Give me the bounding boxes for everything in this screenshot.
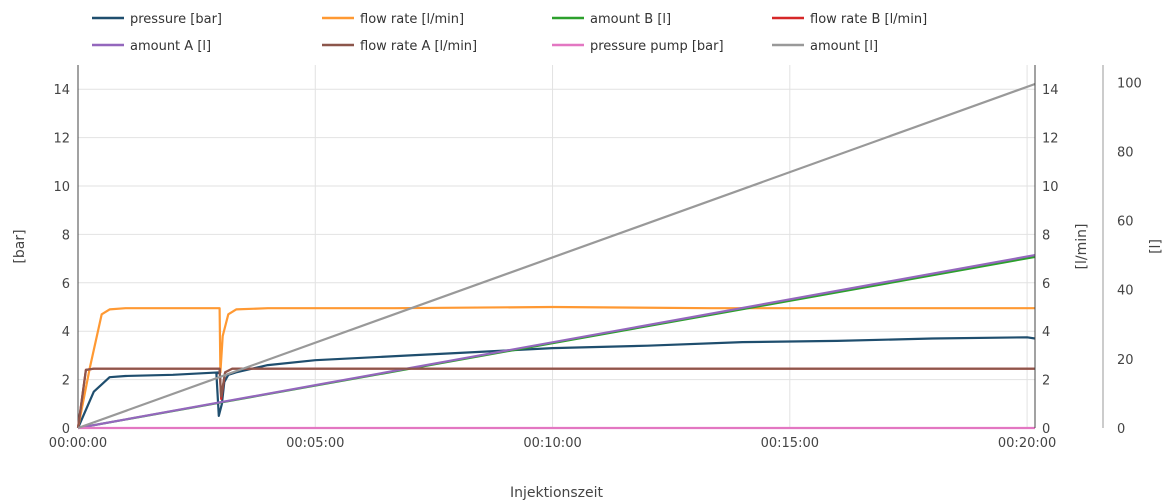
legend-item[interactable]: pressure pump [bar]: [552, 39, 724, 54]
y-left-tick-label: 12: [53, 132, 70, 147]
grid-lines: [77, 65, 1035, 429]
y-right1-tick-label: 12: [1042, 132, 1059, 147]
series-line-amount-a-l: [77, 254, 1036, 430]
y-axis-right2-title: [l]: [1148, 239, 1164, 254]
series-line-amount-l: [77, 82, 1036, 430]
y-right1-tick-label: 14: [1042, 83, 1059, 98]
legend-item[interactable]: flow rate [l/min]: [322, 12, 464, 27]
legend-label: pressure [bar]: [130, 12, 222, 27]
x-axis-title: Injektionszeit: [510, 485, 604, 501]
y-right2-tick-label: 20: [1117, 353, 1134, 368]
legend-item[interactable]: amount A [l]: [92, 39, 211, 54]
y-right1-tick-label: 4: [1042, 325, 1050, 340]
legend-label: amount B [l]: [590, 12, 671, 27]
legend-label: amount [l]: [810, 39, 878, 54]
legend-label: pressure pump [bar]: [590, 39, 724, 54]
y-right2-tick-label: 0: [1117, 422, 1125, 437]
series-line-flow-rate-b-l-min: [76, 367, 1035, 429]
y-left-tick-label: 14: [53, 83, 70, 98]
y-right2-tick-label: 100: [1117, 76, 1142, 91]
y-right2-tick-label: 40: [1117, 284, 1134, 299]
y-right1-tick-label: 2: [1042, 374, 1050, 389]
x-tick-label: 00:20:00: [998, 436, 1056, 451]
x-tick-label: 00:05:00: [286, 436, 344, 451]
y-right1-tick-label: 0: [1042, 422, 1050, 437]
legend-item[interactable]: amount [l]: [772, 39, 878, 54]
x-tick-label: 00:10:00: [523, 436, 581, 451]
y-right1-tick-label: 10: [1042, 180, 1059, 195]
legend-label: amount A [l]: [130, 39, 211, 54]
legend-label: flow rate [l/min]: [360, 12, 464, 27]
y-right1-tick-label: 8: [1042, 228, 1050, 243]
legend-label: flow rate B [l/min]: [810, 12, 927, 27]
y-axis-left-title: [bar]: [12, 229, 28, 263]
y-axis-right1-title: [l/min]: [1074, 224, 1090, 270]
y-left-tick-label: 10: [53, 180, 70, 195]
series-layer: [76, 82, 1036, 430]
axes: 0 2 4 6 8 10 12 14 0 2 4 6 8 10 12 14 0 20 40 60 80 100 00:00:…: [49, 65, 1142, 451]
legend-item[interactable]: pressure [bar]: [92, 12, 222, 27]
legend-item[interactable]: amount B [l]: [552, 12, 671, 27]
x-tick-label: 00:15:00: [761, 436, 819, 451]
series-line-flow-rate-l-min: [76, 305, 1035, 429]
y-right1-tick-label: 6: [1042, 277, 1050, 292]
y-right2-tick-label: 60: [1117, 215, 1134, 230]
legend[interactable]: pressure [bar] flow rate [l/min] amount B …: [92, 12, 927, 54]
y-left-tick-label: 8: [62, 228, 70, 243]
y-right2-tick-label: 80: [1117, 145, 1134, 160]
legend-item[interactable]: flow rate A [l/min]: [322, 39, 477, 54]
series-line-flow-rate-a-l-min: [76, 367, 1035, 429]
y-left-tick-label: 6: [62, 277, 70, 292]
y-left-tick-label: 4: [62, 325, 70, 340]
legend-label: flow rate A [l/min]: [360, 39, 477, 54]
legend-item[interactable]: flow rate B [l/min]: [772, 12, 927, 27]
y-left-tick-label: 0: [62, 422, 70, 437]
y-left-tick-label: 2: [62, 374, 70, 389]
x-tick-label: 00:00:00: [49, 436, 107, 451]
